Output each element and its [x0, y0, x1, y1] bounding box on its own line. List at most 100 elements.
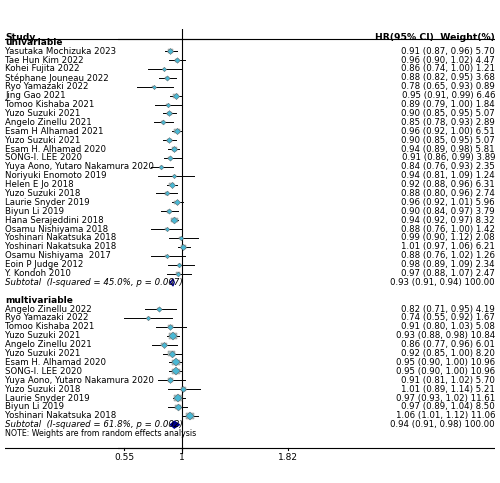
- Bar: [165, 228, 168, 230]
- Text: Yoshinari Nakatsuka 2018: Yoshinari Nakatsuka 2018: [5, 412, 116, 420]
- Bar: [164, 77, 168, 79]
- Bar: [174, 395, 182, 401]
- Bar: [181, 387, 186, 391]
- Bar: [169, 333, 177, 339]
- Text: 0.90 (0.85, 0.95) 5.07: 0.90 (0.85, 0.95) 5.07: [401, 136, 495, 144]
- Text: 1.82: 1.82: [278, 453, 298, 462]
- Text: Eoin P Judge 2012: Eoin P Judge 2012: [5, 260, 84, 269]
- Text: Tae Hun Kim 2022: Tae Hun Kim 2022: [5, 56, 84, 65]
- Text: 1: 1: [179, 453, 185, 462]
- Bar: [147, 317, 150, 319]
- Text: Yuzo Suzuki 2018: Yuzo Suzuki 2018: [5, 189, 80, 198]
- Text: 0.74 (0.55, 0.92) 1.67: 0.74 (0.55, 0.92) 1.67: [401, 313, 495, 323]
- Bar: [174, 200, 180, 204]
- Text: Ryo Yamazaki 2022: Ryo Yamazaki 2022: [5, 82, 88, 91]
- Text: 0.82 (0.71, 0.95) 4.19: 0.82 (0.71, 0.95) 4.19: [401, 305, 495, 313]
- Text: 0.96 (0.92, 1.01) 5.96: 0.96 (0.92, 1.01) 5.96: [402, 198, 495, 207]
- Bar: [173, 94, 178, 98]
- Bar: [162, 343, 166, 346]
- Bar: [175, 405, 182, 409]
- Text: NOTE: Weights are from random effects analysis: NOTE: Weights are from random effects an…: [5, 429, 196, 438]
- Bar: [166, 104, 170, 105]
- Text: 0.98 (0.89, 1.09) 2.34: 0.98 (0.89, 1.09) 2.34: [402, 260, 495, 269]
- Text: SONG-I. LEE 2020: SONG-I. LEE 2020: [5, 367, 82, 376]
- Text: Yuzo Suzuki 2021: Yuzo Suzuki 2021: [5, 136, 80, 144]
- Text: 0.94 (0.81, 1.09) 1.24: 0.94 (0.81, 1.09) 1.24: [401, 171, 495, 180]
- Text: Osamu Nishiyama 2018: Osamu Nishiyama 2018: [5, 225, 108, 234]
- Bar: [166, 112, 172, 115]
- Text: 0.91 (0.87, 0.96) 5.70: 0.91 (0.87, 0.96) 5.70: [401, 47, 495, 56]
- Bar: [152, 86, 155, 87]
- Text: 0.86 (0.74, 1.00) 1.21: 0.86 (0.74, 1.00) 1.21: [401, 65, 495, 73]
- Bar: [186, 413, 194, 419]
- Text: Biyun Li 2019: Biyun Li 2019: [5, 402, 64, 412]
- Text: Subtotal  (I-squared = 45.0%, p = 0.007): Subtotal (I-squared = 45.0%, p = 0.007): [5, 278, 183, 287]
- Text: Yasutaka Mochizuka 2023: Yasutaka Mochizuka 2023: [5, 47, 116, 56]
- Text: 0.86 (0.77, 0.96) 6.01: 0.86 (0.77, 0.96) 6.01: [401, 340, 495, 349]
- Bar: [165, 255, 168, 256]
- Bar: [162, 68, 166, 70]
- Text: 0.97 (0.93, 1.02) 11.61: 0.97 (0.93, 1.02) 11.61: [396, 394, 495, 402]
- Text: Yuzo Suzuki 2021: Yuzo Suzuki 2021: [5, 331, 80, 340]
- Text: 0.91 (0.80, 1.03) 5.08: 0.91 (0.80, 1.03) 5.08: [401, 322, 495, 331]
- Text: 0.90 (0.85, 0.95) 5.07: 0.90 (0.85, 0.95) 5.07: [401, 109, 495, 118]
- Bar: [172, 369, 179, 374]
- Bar: [179, 237, 182, 239]
- Text: Ryo Yamazaki 2022: Ryo Yamazaki 2022: [5, 313, 88, 323]
- Text: Esam H. Alhamad 2020: Esam H. Alhamad 2020: [5, 358, 106, 367]
- Text: 0.96 (0.92, 1.00) 6.51: 0.96 (0.92, 1.00) 6.51: [401, 127, 495, 136]
- Text: 0.95 (0.90, 1.00) 10.96: 0.95 (0.90, 1.00) 10.96: [396, 367, 495, 376]
- Text: Subtotal  (I-squared = 61.8%, p = 0.002): Subtotal (I-squared = 61.8%, p = 0.002): [5, 420, 183, 429]
- Text: Noriyuki Enomoto 2019: Noriyuki Enomoto 2019: [5, 171, 106, 180]
- Text: 0.88 (0.76, 1.00) 1.42: 0.88 (0.76, 1.00) 1.42: [401, 225, 495, 234]
- Bar: [176, 272, 180, 274]
- Text: Angelo Zinellu 2021: Angelo Zinellu 2021: [5, 340, 92, 349]
- Text: 0.93 (0.91, 0.94) 100.00: 0.93 (0.91, 0.94) 100.00: [390, 278, 495, 287]
- Text: 0.78 (0.65, 0.93) 0.89: 0.78 (0.65, 0.93) 0.89: [401, 82, 495, 91]
- Text: Yuzo Suzuki 2021: Yuzo Suzuki 2021: [5, 349, 80, 358]
- Text: Yuzo Suzuki 2021: Yuzo Suzuki 2021: [5, 109, 80, 118]
- Text: Biyun Li 2019: Biyun Li 2019: [5, 207, 64, 216]
- Text: Laurie Snyder 2019: Laurie Snyder 2019: [5, 394, 89, 402]
- Text: 0.91 (0.86, 0.99) 3.89: 0.91 (0.86, 0.99) 3.89: [402, 154, 495, 162]
- Text: Study: Study: [5, 33, 36, 43]
- Text: Yuya Aono, Yutaro Nakamura 2020: Yuya Aono, Yutaro Nakamura 2020: [5, 376, 154, 385]
- Text: Angelo Zinellu 2022: Angelo Zinellu 2022: [5, 305, 92, 313]
- Text: 0.93 (0.88, 0.98) 10.84: 0.93 (0.88, 0.98) 10.84: [396, 331, 495, 340]
- Text: Hana Serajeddini 2018: Hana Serajeddini 2018: [5, 215, 103, 225]
- Text: Esam H Alhamad 2021: Esam H Alhamad 2021: [5, 127, 103, 136]
- Text: Jing Gao 2021: Jing Gao 2021: [5, 91, 66, 100]
- Text: 0.94 (0.92, 0.97) 8.32: 0.94 (0.92, 0.97) 8.32: [402, 215, 495, 225]
- Text: Yoshinari Nakatsuka 2018: Yoshinari Nakatsuka 2018: [5, 233, 116, 242]
- Text: 1.01 (0.89, 1.14) 5.21: 1.01 (0.89, 1.14) 5.21: [401, 384, 495, 394]
- Polygon shape: [170, 421, 179, 428]
- Text: 0.92 (0.85, 1.00) 8.20: 0.92 (0.85, 1.00) 8.20: [401, 349, 495, 358]
- Text: univariable: univariable: [5, 38, 62, 47]
- Text: Kohei Fujita 2022: Kohei Fujita 2022: [5, 65, 80, 73]
- Bar: [178, 264, 181, 266]
- Bar: [167, 210, 171, 213]
- Text: Tomoo Kishaba 2021: Tomoo Kishaba 2021: [5, 322, 94, 331]
- Bar: [165, 192, 168, 195]
- Text: 1.06 (1.01, 1.12) 11.06: 1.06 (1.01, 1.12) 11.06: [396, 412, 495, 420]
- Text: 0.96 (0.90, 1.02) 4.47: 0.96 (0.90, 1.02) 4.47: [401, 56, 495, 65]
- Text: Osamu Nishiyama  2017: Osamu Nishiyama 2017: [5, 251, 111, 260]
- Bar: [169, 183, 174, 186]
- Bar: [172, 360, 179, 365]
- Bar: [168, 325, 173, 328]
- Text: Y. Kondoh 2010: Y. Kondoh 2010: [5, 269, 71, 278]
- Bar: [174, 129, 180, 133]
- Text: 0.55: 0.55: [114, 453, 134, 462]
- Bar: [172, 147, 177, 151]
- Text: 0.85 (0.78, 0.93) 2.89: 0.85 (0.78, 0.93) 2.89: [401, 118, 495, 127]
- Bar: [174, 58, 179, 61]
- Text: 0.92 (0.88, 0.96) 6.31: 0.92 (0.88, 0.96) 6.31: [401, 180, 495, 189]
- Text: 0.94 (0.91, 0.98) 100.00: 0.94 (0.91, 0.98) 100.00: [390, 420, 495, 429]
- Bar: [160, 166, 163, 168]
- Bar: [168, 49, 173, 53]
- Text: 0.88 (0.80, 0.96) 2.74: 0.88 (0.80, 0.96) 2.74: [401, 189, 495, 198]
- Bar: [156, 308, 161, 311]
- Text: Stéphane Jouneau 2022: Stéphane Jouneau 2022: [5, 73, 109, 83]
- Text: 0.94 (0.89, 0.98) 5.81: 0.94 (0.89, 0.98) 5.81: [402, 144, 495, 154]
- Bar: [166, 139, 172, 142]
